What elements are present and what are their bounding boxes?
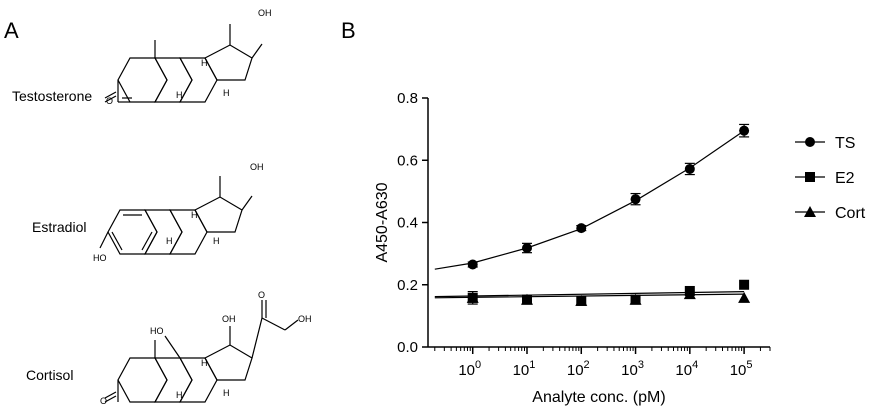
testosterone-ketone-atom: O [106, 96, 113, 106]
legend-marker-e2 [805, 172, 815, 182]
ts-point [630, 194, 641, 205]
cortisol-h1-atom: H [176, 390, 183, 400]
testosterone-h3-atom: H [223, 88, 230, 98]
panel-a-letter: A [4, 18, 19, 43]
x-tick-label: 103 [621, 359, 644, 379]
e2-point [739, 279, 750, 290]
ts-point [467, 259, 478, 270]
legend-label-cort: Cort [835, 205, 866, 222]
estradiol-h3-atom: H [213, 236, 220, 246]
cortisol-oh2-atom: OH [298, 314, 312, 324]
x-tick-label: 100 [458, 359, 481, 379]
ts-point [684, 163, 695, 174]
testosterone-oh-atom: OH [258, 8, 272, 18]
y-tick-label: 0.6 [397, 152, 418, 169]
ts-point [521, 243, 532, 254]
cortisol-oh1-atom: OH [222, 314, 236, 324]
estradiol-h1-atom: H [166, 236, 173, 246]
legend-marker-ts [805, 137, 815, 147]
estradiol-h2-atom: H [191, 210, 198, 220]
x-tick-label: 105 [730, 359, 753, 379]
cortisol-h2-atom: H [201, 358, 208, 368]
cortisol-label: Cortisol [26, 367, 74, 383]
cortisol-ketone-atom: O [100, 396, 107, 406]
cort-point [738, 291, 751, 303]
cortisol-h3-atom: H [223, 388, 230, 398]
cortisol-structure [104, 300, 299, 403]
x-tick-label: 101 [513, 359, 536, 379]
legend-marker-cort [804, 206, 816, 217]
y-tick-label: 0.4 [397, 215, 418, 232]
testosterone-structure [104, 24, 263, 103]
cortisol-o1-atom: O [258, 290, 265, 300]
estradiol-ho-atom: HO [93, 253, 107, 263]
estradiol-label: Estradiol [32, 219, 87, 235]
y-tick-label: 0.2 [397, 277, 418, 294]
testosterone-label: Testosterone [12, 88, 93, 104]
legend-label-ts: TS [835, 135, 855, 152]
y-tick-label: 0.8 [397, 90, 418, 107]
cort-point [520, 293, 533, 305]
binding-curve-chart: 0.0 0.2 0.4 0.6 0.8 100 101 102 103 104 105 Analyte… [374, 90, 866, 406]
y-tick-label: 0.0 [397, 339, 418, 356]
y-axis-label: A450-A630 [374, 182, 391, 262]
cort-point [466, 291, 479, 303]
ts-point [576, 223, 587, 234]
testosterone-h2-atom: H [201, 58, 208, 68]
ts-fit-curve [434, 130, 745, 270]
cort-point [629, 293, 642, 305]
estradiol-structure [99, 176, 253, 255]
cort-point [683, 288, 696, 300]
x-axis-label: Analyte conc. (pM) [532, 389, 665, 406]
estradiol-oh-atom: OH [250, 162, 264, 172]
cort-point [575, 294, 588, 306]
testosterone-h1-atom: H [176, 90, 183, 100]
x-tick-label: 102 [567, 359, 590, 379]
cortisol-ho-atom: HO [150, 326, 164, 336]
legend-label-e2: E2 [835, 170, 855, 187]
x-tick-label: 104 [675, 359, 698, 379]
ts-point [739, 125, 750, 136]
panel-b-letter: B [341, 18, 356, 43]
